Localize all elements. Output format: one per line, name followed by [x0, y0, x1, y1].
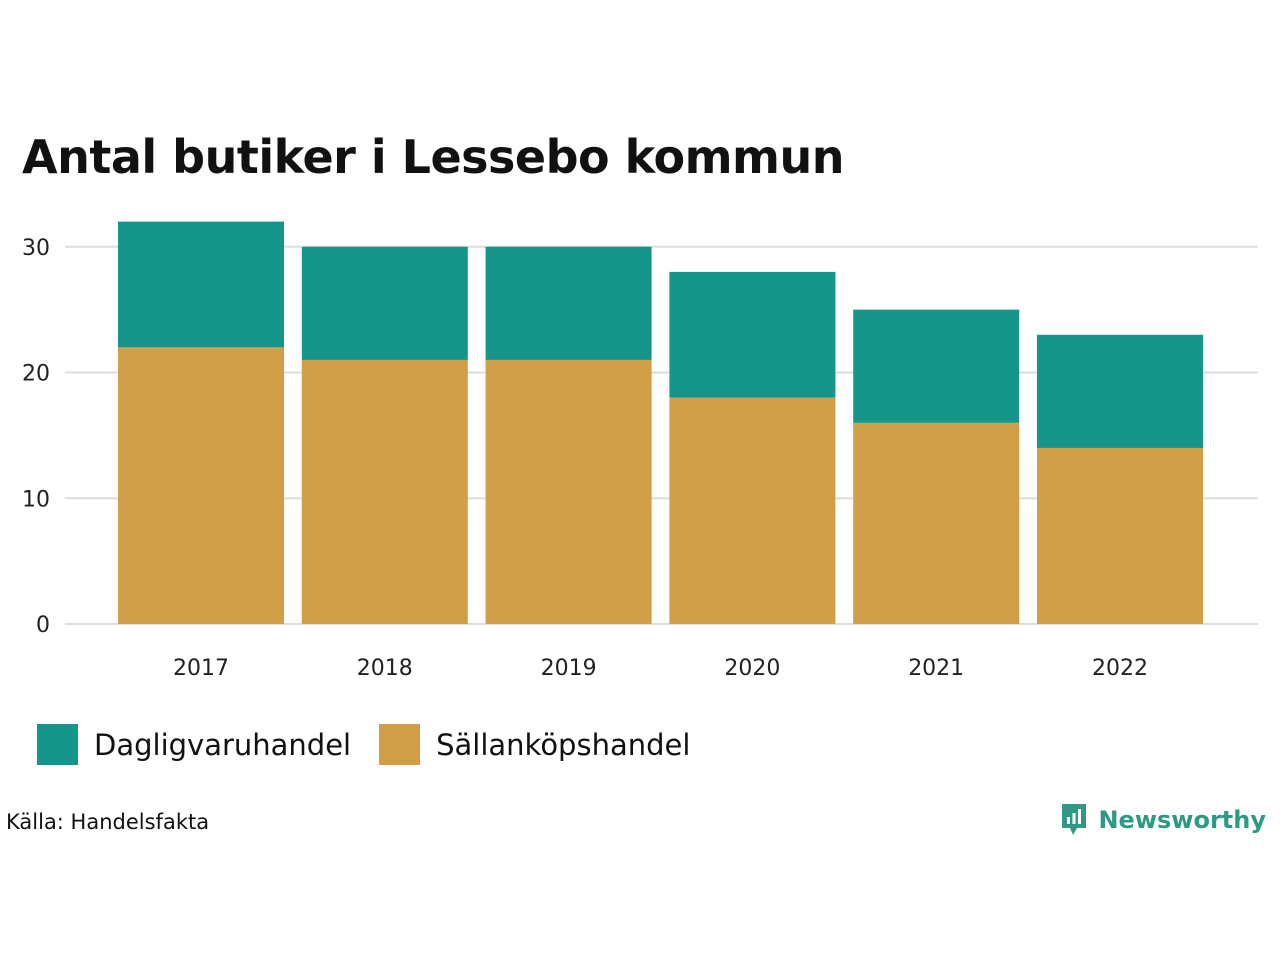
bar-2020-dagligvaruhandel [669, 271, 836, 398]
chart-title: Antal butiker i Lessebo kommun [22, 130, 844, 184]
legend-item-sallankopshandel: Sällanköpshandel [379, 724, 690, 765]
bar-2017-dagligvaruhandel [118, 221, 284, 348]
legend: Dagligvaruhandel Sällanköpshandel [37, 724, 690, 765]
x-tick-label-2022: 2022 [1092, 656, 1148, 681]
x-tick-label-2018: 2018 [357, 656, 413, 681]
bar-2019-dagligvaruhandel [485, 246, 652, 360]
y-tick-label-20: 20 [22, 362, 50, 387]
brand-logo: Newsworthy [1060, 802, 1266, 838]
stacked-bar-chart: 0 10 20 30 2017 2018 2019 2020 2021 2022 [22, 221, 1258, 681]
source-note: Källa: Handelsfakta [6, 810, 210, 834]
y-tick-label-10: 10 [22, 487, 50, 512]
legend-swatch-sallankopshandel [379, 724, 421, 765]
x-tick-label-2017: 2017 [173, 656, 229, 681]
brand-name: Newsworthy [1098, 806, 1266, 834]
y-tick-label-30: 30 [22, 236, 50, 261]
bar-2022-sallankopshandel [1037, 447, 1203, 624]
legend-swatch-dagligvaruhandel [37, 724, 78, 765]
legend-label-dagligvaruhandel: Dagligvaruhandel [94, 727, 352, 762]
bar-2017-sallankopshandel [118, 347, 284, 624]
newsworthy-logo-icon [1062, 804, 1087, 835]
bar-2022-dagligvaruhandel [1037, 334, 1203, 448]
bar-2021-dagligvaruhandel [853, 309, 1020, 423]
bar-2018-sallankopshandel [301, 359, 468, 624]
legend-item-dagligvaruhandel: Dagligvaruhandel [37, 724, 351, 765]
legend-label-sallankopshandel: Sällanköpshandel [436, 727, 691, 762]
x-tick-label-2021: 2021 [908, 656, 964, 681]
bar-2018-dagligvaruhandel [301, 246, 468, 360]
x-tick-label-2020: 2020 [724, 656, 780, 681]
bar-2019-sallankopshandel [485, 359, 652, 624]
bar-2021-sallankopshandel [853, 422, 1020, 624]
y-tick-label-0: 0 [36, 613, 50, 638]
x-tick-label-2019: 2019 [541, 656, 597, 681]
bar-2020-sallankopshandel [669, 397, 836, 624]
